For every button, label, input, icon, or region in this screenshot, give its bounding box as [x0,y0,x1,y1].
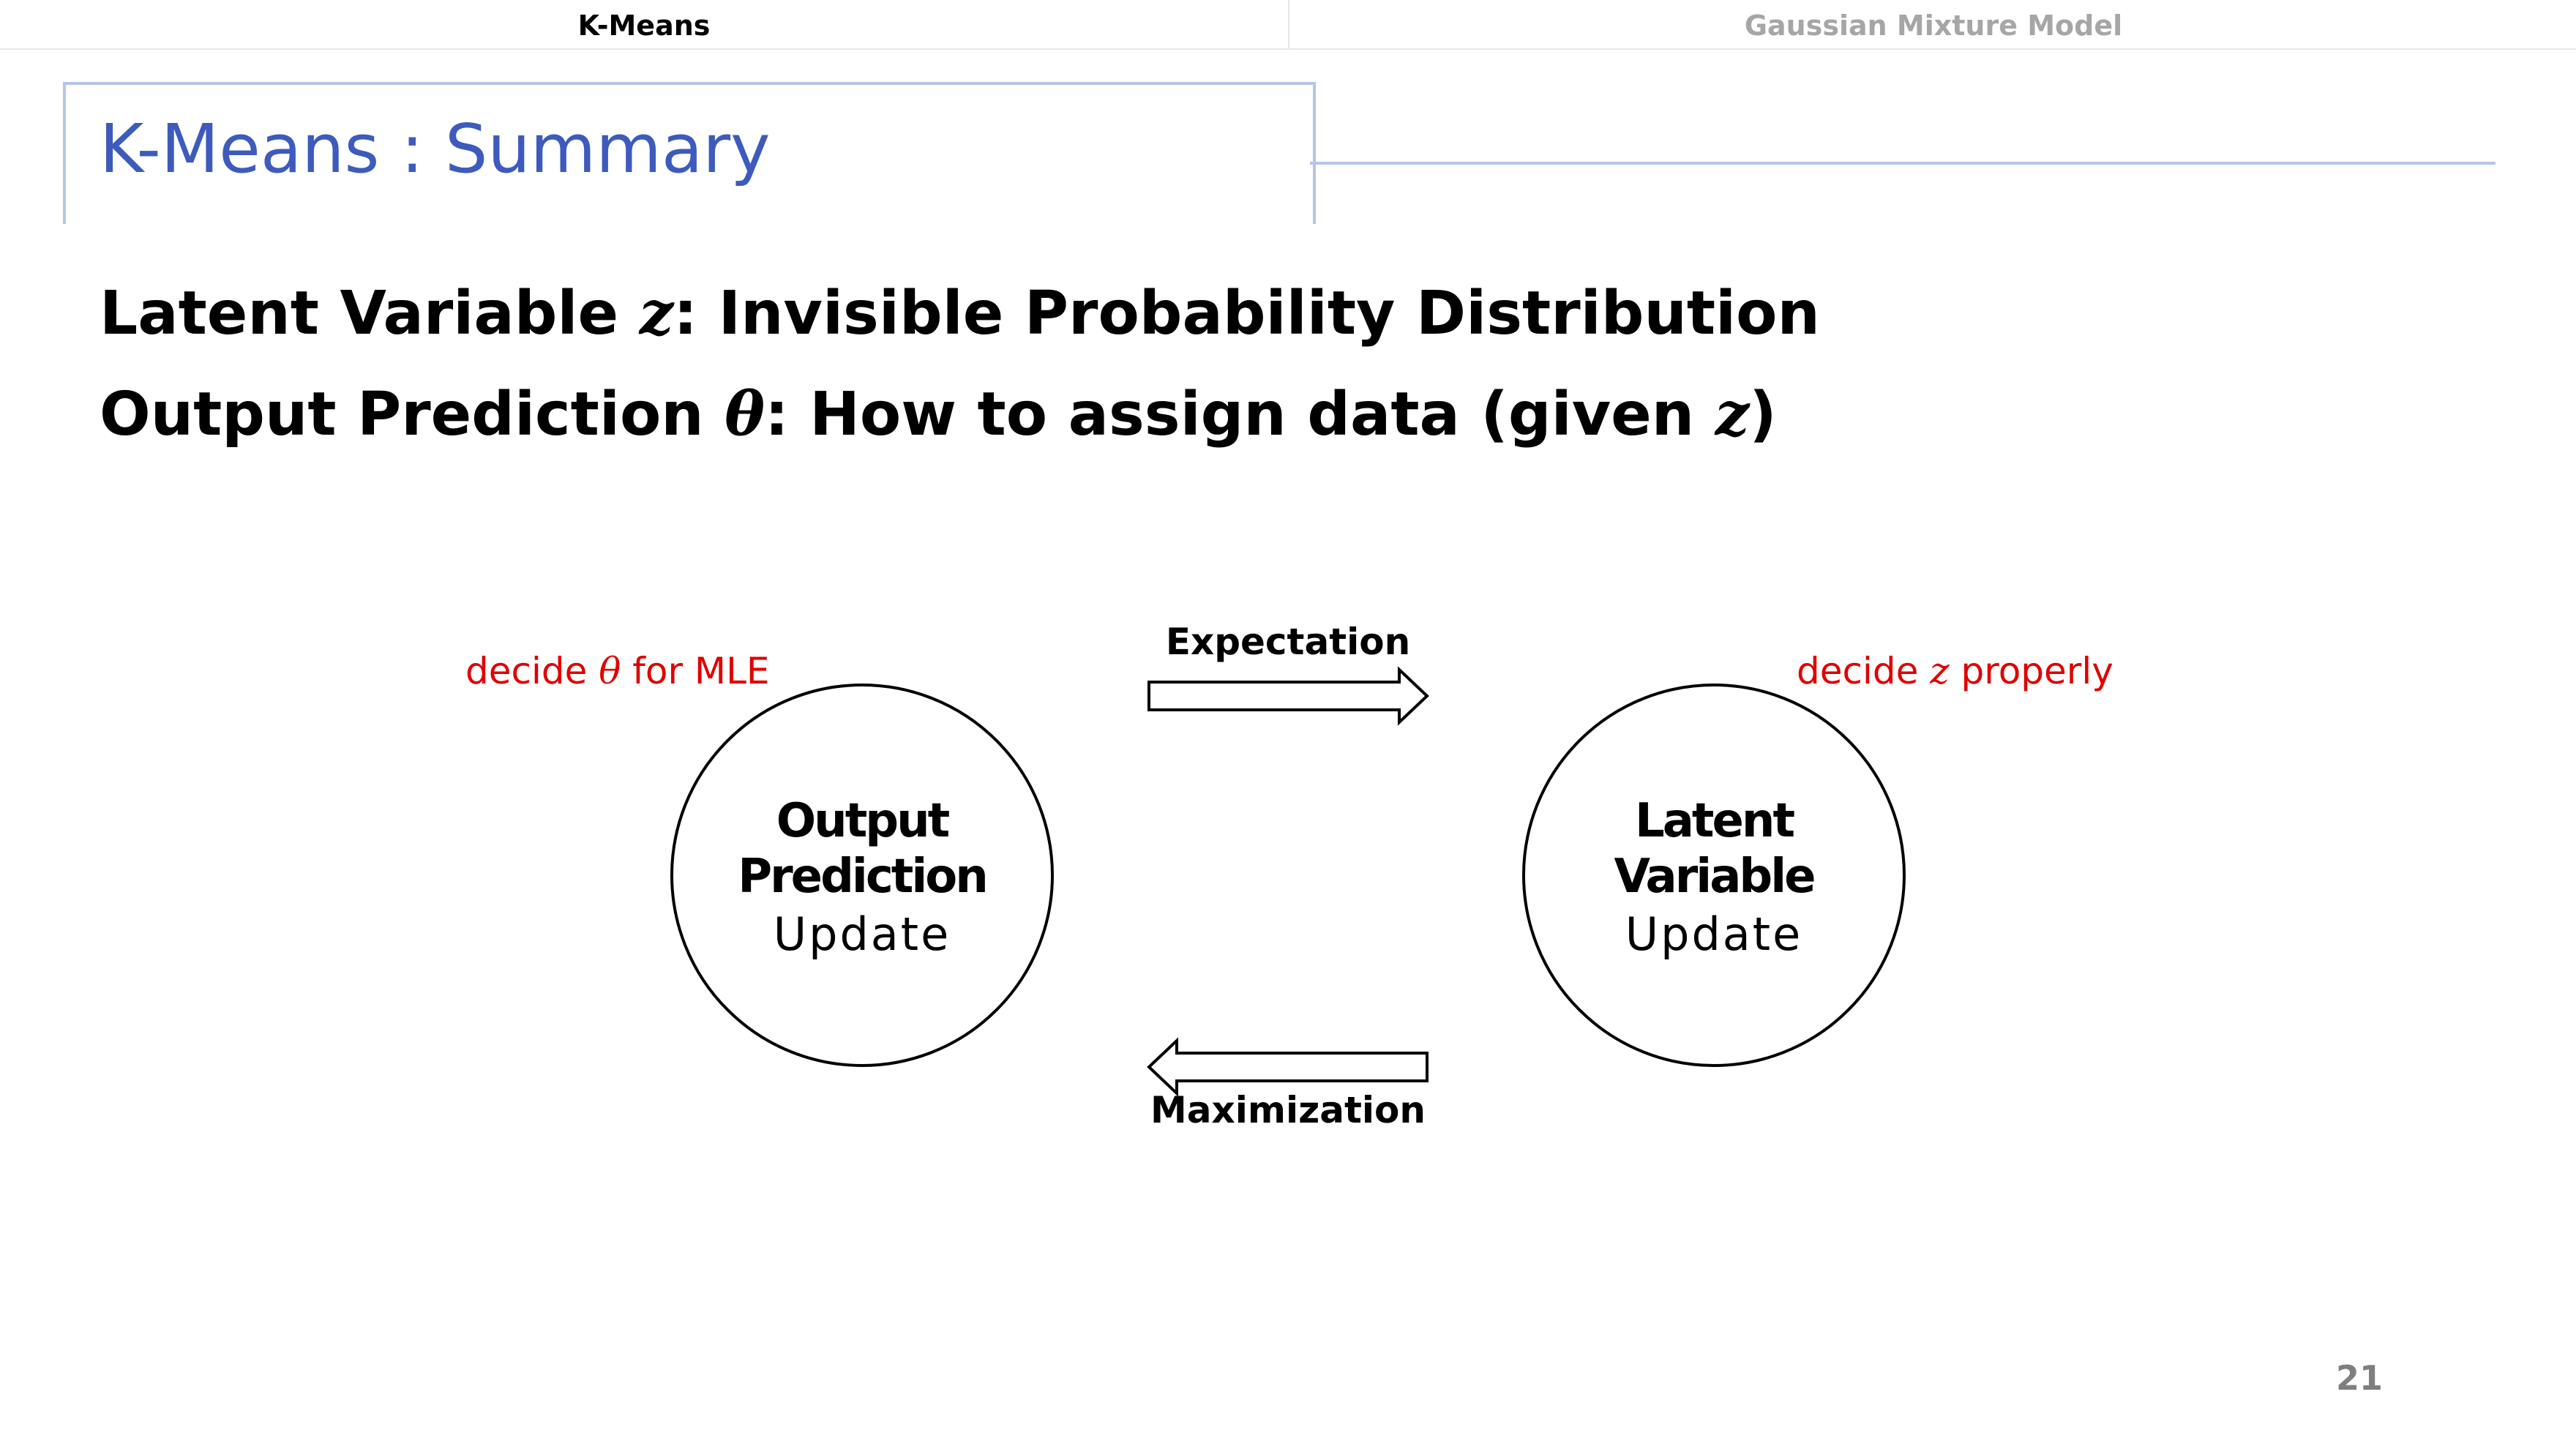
output-prediction-node [670,684,1054,1067]
symbol-z: z [1930,650,1950,692]
node-title-line: Output [776,794,951,848]
maximization-label: Maximization [1150,1089,1426,1131]
right-node-note: decide z properly [1797,650,2113,692]
statement-text: ) [1749,380,1777,449]
page-number: 21 [2336,1358,2384,1398]
statement-text: : Invisible Probability Distribution [673,279,1820,348]
expectation-arrow-icon [1147,666,1429,726]
node-title-line: Prediction [738,850,989,904]
note-text: for MLE [621,650,770,692]
statement-text: : How to assign data (given [764,380,1715,449]
latent-variable-statement: Latent Variable z: Invisible Probability… [100,278,1820,348]
title-underline [1310,162,2496,165]
latent-variable-label: Latent Variable [1516,793,1912,905]
symbol-z: z [1715,379,1750,449]
note-text: decide [465,650,599,692]
symbol-theta: θ [599,650,621,692]
note-text: properly [1949,650,2113,692]
statement-text: Output Prediction [100,380,725,449]
expectation-label: Expectation [1165,621,1411,663]
output-prediction-label: Output Prediction [664,793,1060,905]
symbol-theta: θ [724,379,765,449]
latent-variable-node [1522,684,1906,1067]
node-title-line: Latent [1634,794,1795,848]
section-tabs: K-Means Gaussian Mixture Model [0,0,2576,50]
latent-variable-update: Update [1625,907,1803,961]
output-prediction-statement: Output Prediction θ: How to assign data … [100,379,1777,449]
output-prediction-update: Update [773,907,951,961]
maximization-arrow-icon [1147,1037,1429,1097]
title-frame [63,82,1316,224]
statement-text: Latent Variable [100,279,640,348]
symbol-z: z [639,278,674,348]
node-title-line: Variable [1614,850,1816,904]
note-text: decide [1797,650,1931,692]
slide-title: K-Means : Summary [100,110,771,188]
left-node-note: decide θ for MLE [465,650,770,692]
tab-k-means[interactable]: K-Means [577,10,711,42]
tab-gaussian-mixture-model[interactable]: Gaussian Mixture Model [1288,0,2576,48]
